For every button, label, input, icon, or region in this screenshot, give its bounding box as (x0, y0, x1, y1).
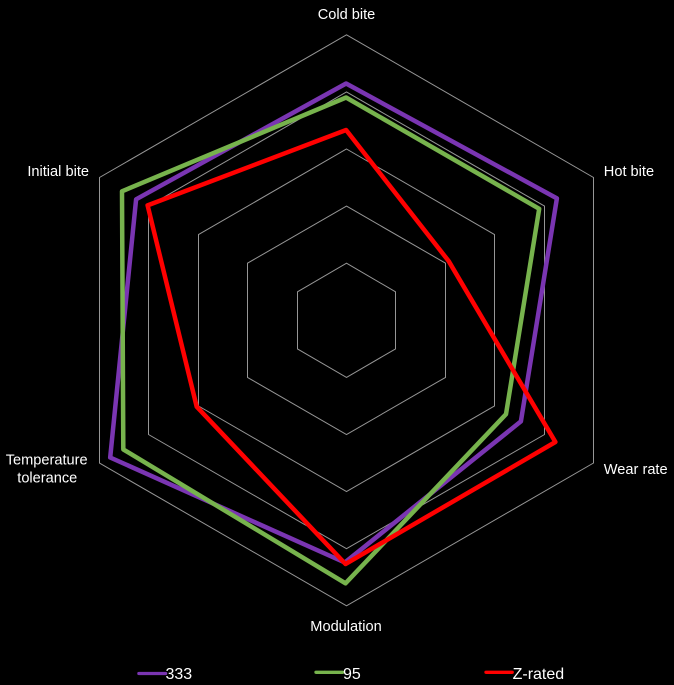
svg-text:Temperature: Temperature (6, 453, 88, 469)
svg-text:Cold bite: Cold bite (318, 7, 376, 23)
svg-text:tolerance: tolerance (17, 471, 77, 487)
svg-text:Hot bite: Hot bite (604, 164, 654, 180)
svg-text:Initial bite: Initial bite (27, 164, 89, 180)
svg-text:Modulation: Modulation (310, 619, 381, 635)
svg-text:Z-rated: Z-rated (513, 666, 565, 683)
svg-text:95: 95 (343, 666, 361, 683)
svg-text:Wear rate: Wear rate (604, 462, 668, 478)
svg-text:333: 333 (166, 666, 193, 683)
